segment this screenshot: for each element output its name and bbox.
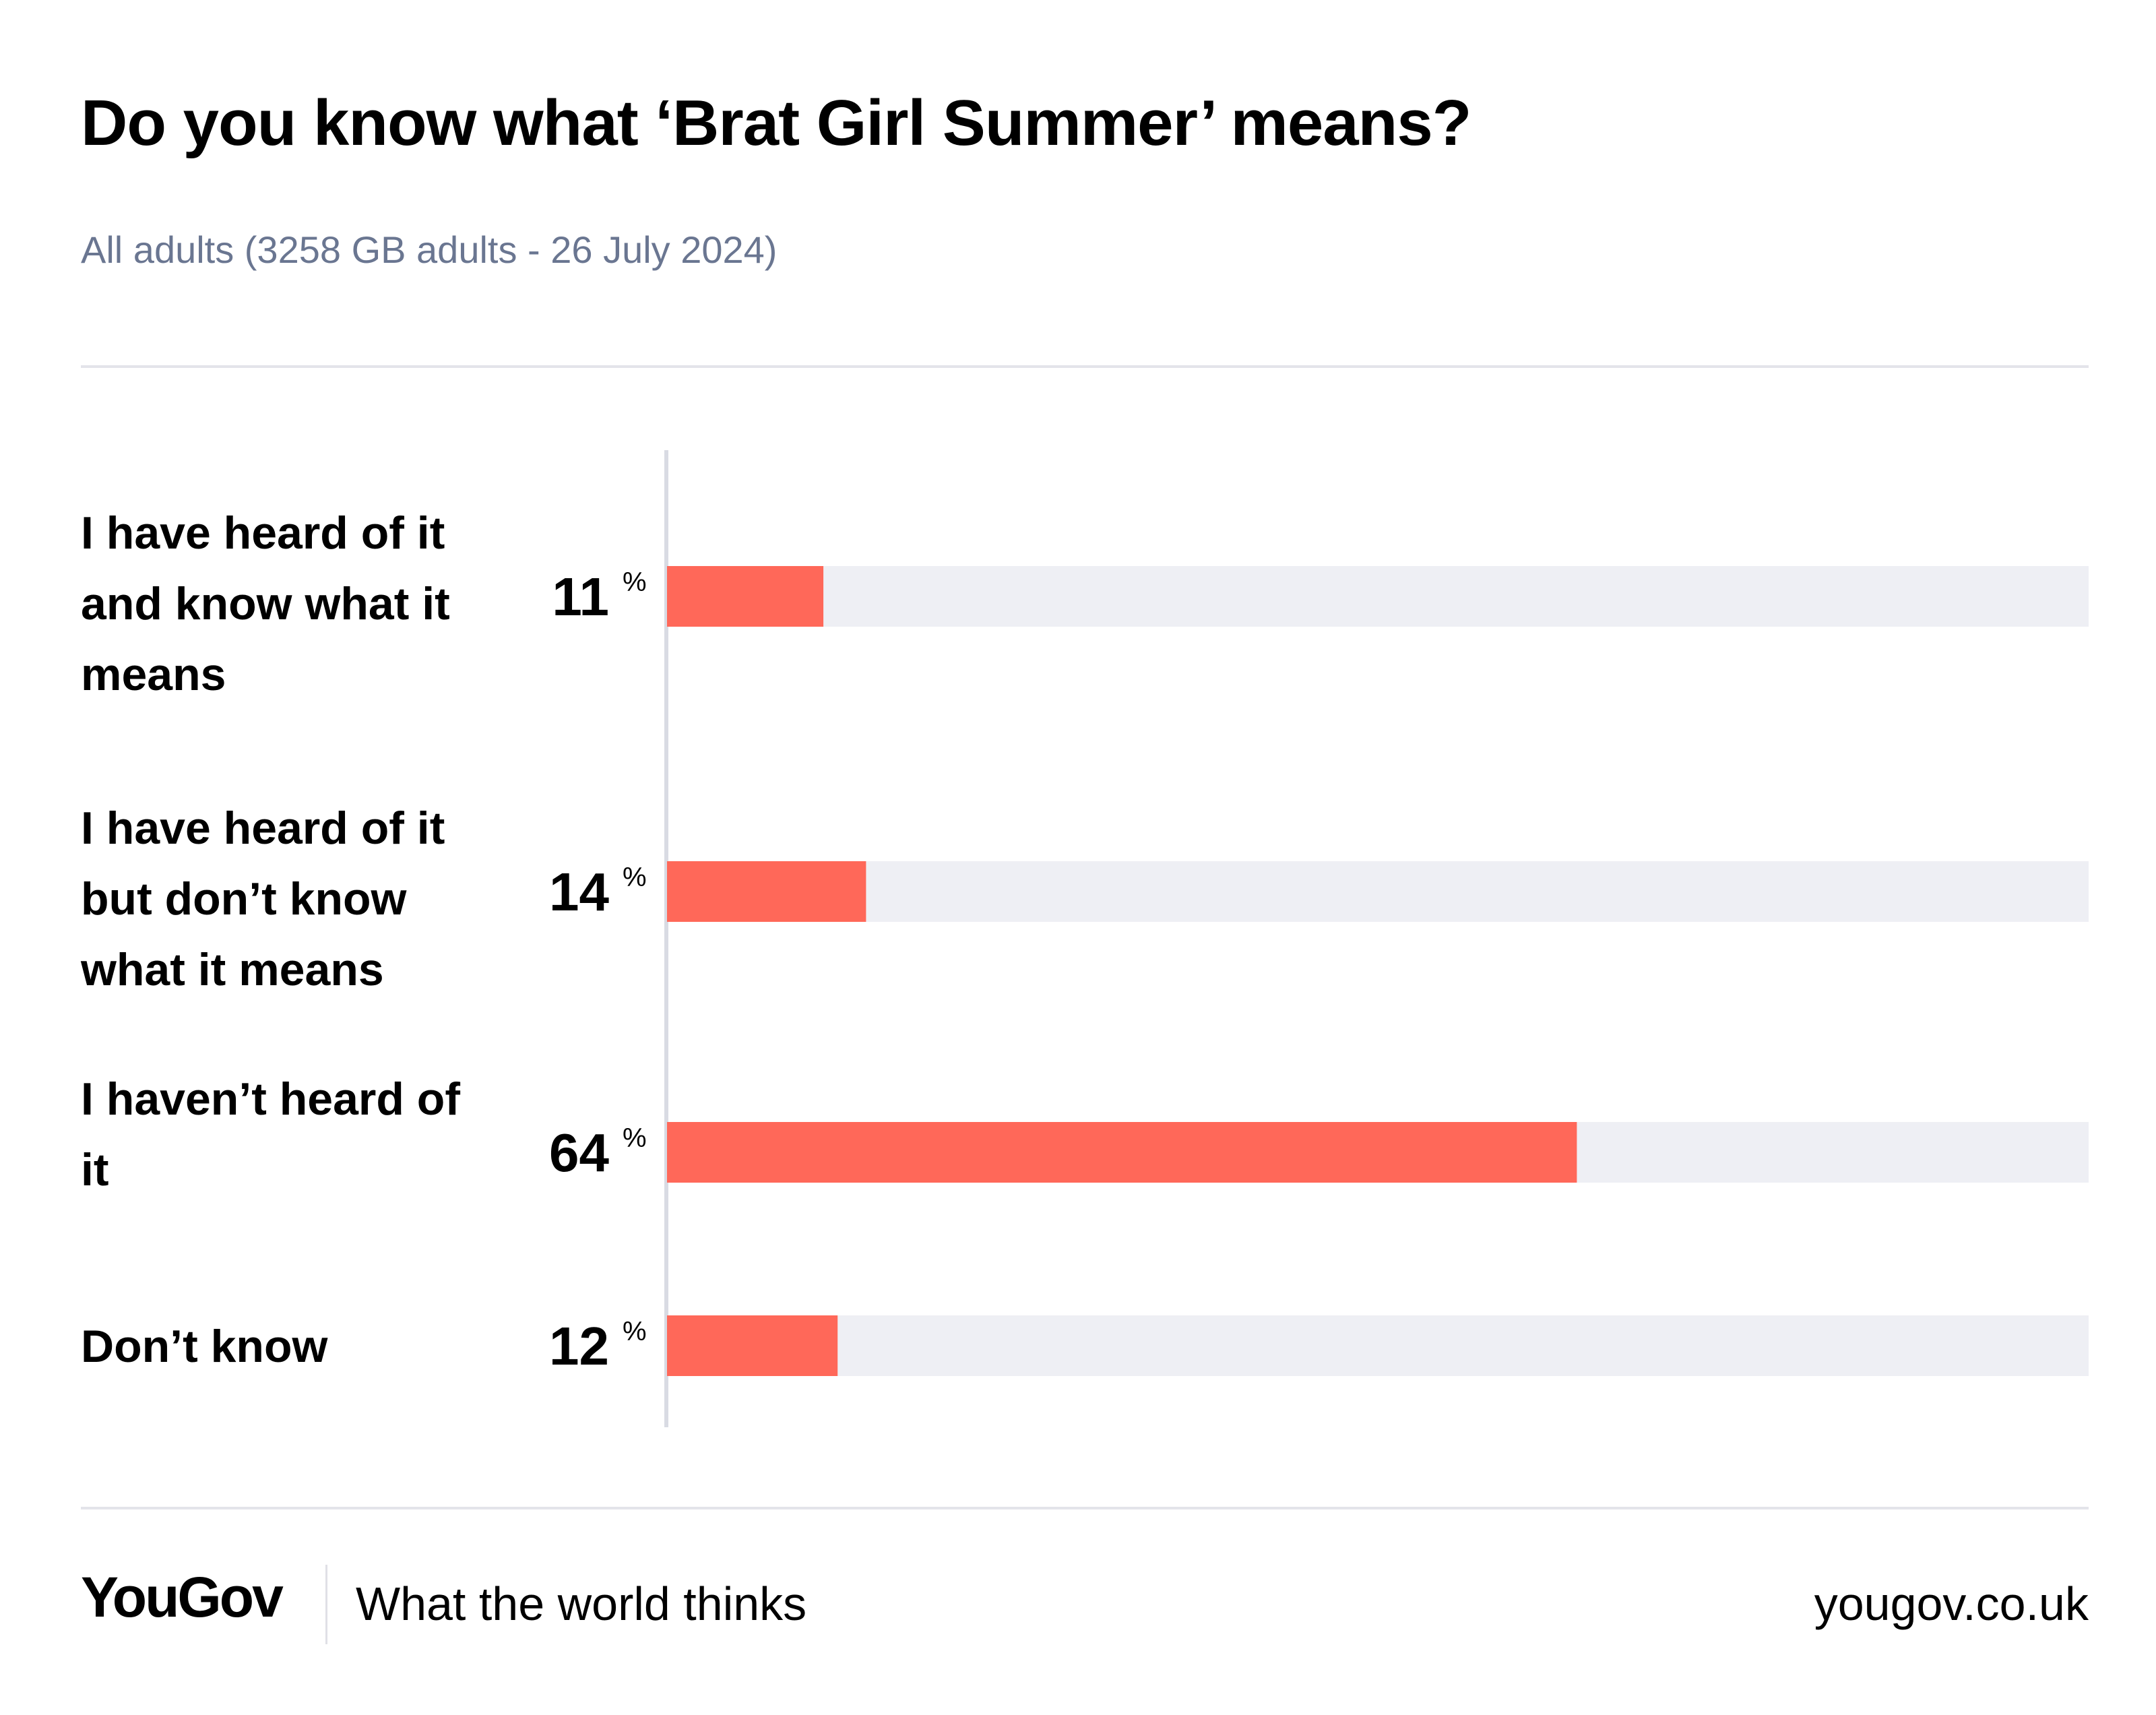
category-label-line: what it means (80, 944, 384, 995)
data-label: 14 (549, 862, 609, 922)
top-divider (81, 365, 2089, 368)
category-label-line: means (81, 649, 226, 700)
data-label: 12 (549, 1316, 609, 1376)
category-label: I haven’t heard of it (81, 1073, 460, 1195)
category-label-line: and know what it (81, 578, 450, 629)
category-label-line: I have heard of it (81, 507, 445, 559)
bar (667, 1122, 1577, 1183)
bottom-divider (81, 1507, 2089, 1509)
data-label-unit: % (623, 1123, 647, 1153)
footer-divider (325, 1565, 327, 1644)
bar (667, 1315, 838, 1376)
footer-url[interactable]: yougov.co.uk (1814, 1578, 2089, 1630)
chart-subtitle: All adults (3258 GB adults - 26 July 202… (81, 228, 778, 271)
category-label-line: Don’t know (81, 1321, 329, 1372)
data-label-unit: % (623, 567, 647, 597)
bar-track (667, 1315, 2089, 1376)
yougov-logo: YouGov (81, 1565, 284, 1629)
data-label-unit: % (623, 863, 647, 892)
data-label-unit: % (623, 1317, 647, 1346)
category-label-line: it (81, 1144, 109, 1195)
footer-tagline: What the world thinks (356, 1578, 807, 1630)
category-label: Don’t know (81, 1321, 329, 1372)
bar-track (667, 861, 2089, 922)
category-label-line: I haven’t heard of (81, 1073, 460, 1125)
category-label-line: I have heard of it (81, 803, 445, 854)
bar-track (667, 566, 2089, 627)
category-label: I have heard of it and know what it means (81, 507, 450, 700)
chart-title: Do you know what ‘Brat Girl Summer’ mean… (81, 87, 1471, 159)
category-label-line: but don’t know (81, 873, 408, 925)
data-label: 11 (552, 567, 609, 627)
bar (667, 566, 824, 627)
data-label: 64 (549, 1123, 609, 1183)
category-label: I have heard of it but don’t know what it … (80, 803, 445, 995)
bar (667, 861, 866, 922)
